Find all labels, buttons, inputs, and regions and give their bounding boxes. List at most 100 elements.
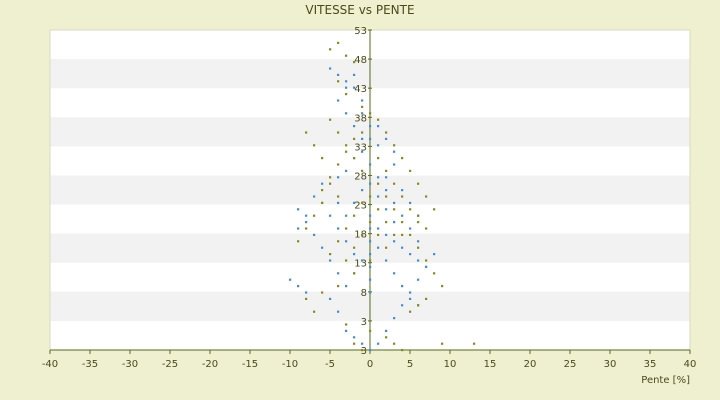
x-tick-label: -40 — [42, 359, 58, 370]
scatter-point — [409, 227, 412, 230]
scatter-point — [393, 150, 396, 153]
scatter-point — [345, 214, 348, 217]
scatter-point — [393, 233, 396, 236]
scatter-point — [473, 342, 476, 345]
scatter-point — [353, 73, 356, 76]
x-tick-label: 20 — [524, 359, 537, 370]
scatter-point — [425, 265, 428, 268]
scatter-point — [441, 285, 444, 288]
scatter-point — [345, 285, 348, 288]
scatter-point — [321, 201, 324, 204]
scatter-point — [321, 246, 324, 249]
scatter-point — [377, 182, 380, 185]
scatter-point — [385, 233, 388, 236]
scatter-point — [401, 246, 404, 249]
data-points — [289, 41, 476, 352]
scatter-point — [377, 208, 380, 211]
scatter-point — [361, 112, 364, 115]
scatter-point — [385, 208, 388, 211]
scatter-point — [401, 285, 404, 288]
scatter-point — [369, 125, 372, 128]
scatter-point — [321, 157, 324, 160]
scatter-point — [433, 272, 436, 275]
scatter-point — [369, 214, 372, 217]
scatter-point — [417, 240, 420, 243]
scatter-point — [313, 195, 316, 198]
scatter-point — [313, 144, 316, 147]
x-tick-label: 30 — [604, 359, 617, 370]
scatter-point — [385, 221, 388, 224]
scatter-point — [369, 137, 372, 140]
scatter-point — [353, 246, 356, 249]
scatter-point — [345, 86, 348, 89]
scatter-point — [369, 221, 372, 224]
y-tick-label: 48 — [354, 55, 367, 66]
y-tick-label: 13 — [354, 259, 367, 270]
scatter-point — [289, 278, 292, 281]
y-tick-label: 18 — [354, 230, 367, 241]
x-tick-label: 5 — [407, 359, 413, 370]
scatter-point — [361, 169, 364, 172]
scatter-point — [297, 227, 300, 230]
scatter-point — [321, 291, 324, 294]
scatter-point — [385, 131, 388, 134]
scatter-point — [329, 67, 332, 70]
scatter-point — [377, 233, 380, 236]
scatter-point — [337, 80, 340, 83]
scatter-point — [329, 118, 332, 121]
scatter-point — [313, 233, 316, 236]
scatter-point — [353, 201, 356, 204]
scatter-point — [377, 125, 380, 128]
scatter-point — [425, 297, 428, 300]
x-tick-label: -20 — [202, 359, 218, 370]
scatter-point — [377, 246, 380, 249]
scatter-point — [313, 310, 316, 313]
scatter-point — [297, 285, 300, 288]
scatter-point — [353, 253, 356, 256]
scatter-point — [409, 291, 412, 294]
scatter-point — [393, 201, 396, 204]
scatter-point — [337, 195, 340, 198]
scatter-point — [385, 176, 388, 179]
scatter-point — [401, 304, 404, 307]
x-tick-label: -35 — [82, 359, 98, 370]
scatter-point — [361, 259, 364, 262]
scatter-point — [433, 253, 436, 256]
y-tick-label: 33 — [354, 142, 367, 153]
scatter-point — [337, 73, 340, 76]
y-tick-label: 43 — [354, 84, 367, 95]
scatter-point — [305, 291, 308, 294]
scatter-point — [345, 150, 348, 153]
scatter-point — [337, 240, 340, 243]
y-tick-label: 8 — [361, 288, 367, 299]
scatter-point — [401, 195, 404, 198]
scatter-point — [329, 253, 332, 256]
scatter-point — [401, 157, 404, 160]
scatter-point — [305, 297, 308, 300]
scatter-point — [321, 189, 324, 192]
scatter-point — [361, 349, 364, 352]
scatter-point — [353, 214, 356, 217]
x-tick-label: -10 — [282, 359, 298, 370]
scatter-point — [361, 233, 364, 236]
scatter-point — [393, 317, 396, 320]
scatter-point — [369, 240, 372, 243]
scatter-point — [313, 214, 316, 217]
scatter-point — [409, 233, 412, 236]
x-tick-label: 40 — [684, 359, 697, 370]
scatter-point — [329, 176, 332, 179]
x-tick-label: -25 — [162, 359, 178, 370]
scatter-point — [385, 137, 388, 140]
chart-title: VITESSE vs PENTE — [305, 3, 414, 17]
x-axis-label: Pente [%] — [641, 375, 690, 386]
scatter-point — [401, 221, 404, 224]
scatter-point — [433, 208, 436, 211]
scatter-point — [369, 253, 372, 256]
y-tick-label: 3 — [361, 317, 367, 328]
scatter-point — [425, 227, 428, 230]
scatter-point — [369, 291, 372, 294]
scatter-point — [337, 176, 340, 179]
y-tick-label: 3 — [361, 346, 367, 357]
scatter-point — [409, 208, 412, 211]
